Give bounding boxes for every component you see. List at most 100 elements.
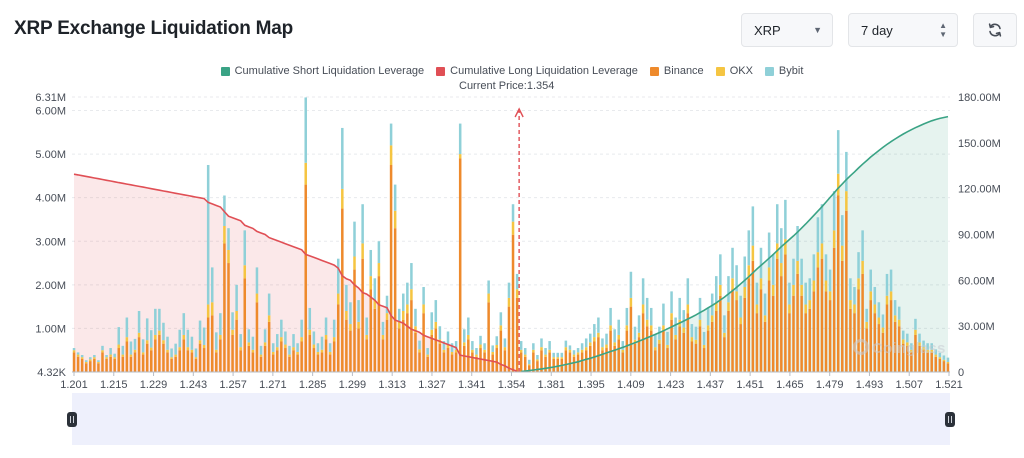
bar-binance	[341, 208, 344, 372]
long-cumulative-line	[73, 173, 518, 372]
bar-okx	[739, 317, 742, 325]
bar-binance	[910, 352, 913, 372]
bar-binance	[771, 295, 775, 372]
bar-okx	[836, 173, 840, 196]
bar-bybit	[836, 130, 840, 174]
bar-binance	[263, 345, 267, 372]
bar-okx	[361, 243, 364, 259]
bar-binance	[662, 330, 665, 372]
zoom-slider[interactable]	[67, 393, 955, 445]
x-tick-label: 1.243	[180, 379, 208, 390]
bar-binance	[674, 339, 677, 372]
bar-okx	[682, 327, 686, 333]
legend-label: Binance	[663, 65, 704, 77]
bar-okx	[422, 304, 425, 314]
bar-okx	[365, 334, 368, 340]
bar-bybit	[328, 343, 332, 352]
bar-binance	[454, 352, 458, 372]
bar-bybit	[397, 308, 401, 322]
bar-okx	[674, 334, 677, 340]
legend-long[interactable]: Cumulative Long Liquidation Leverage	[436, 65, 638, 77]
x-tick-label: 1.201	[60, 379, 88, 390]
bar-okx	[328, 351, 332, 355]
bar-bybit	[503, 338, 507, 348]
coin-select[interactable]: XRP ▼	[741, 13, 833, 47]
legend-bybit[interactable]: Bybit	[764, 65, 804, 77]
bar-okx	[893, 315, 897, 322]
bar-binance	[345, 319, 348, 372]
bar-bybit	[495, 336, 499, 345]
bar-bybit	[511, 204, 515, 222]
bar-binance	[727, 310, 730, 372]
bar-bybit	[491, 345, 494, 352]
x-tick-label: 1.381	[538, 379, 566, 390]
x-tick-label: 1.285	[299, 379, 327, 390]
current-price-arrow	[514, 107, 524, 118]
bar-okx	[125, 337, 129, 342]
slider-handle-left[interactable]	[67, 412, 77, 427]
legend-okx[interactable]: OKX	[715, 65, 753, 77]
slider-handle-right[interactable]	[945, 412, 955, 427]
bar-okx	[174, 354, 177, 357]
bar-okx	[572, 354, 576, 357]
bar-bybit	[881, 314, 885, 328]
bar-binance	[72, 352, 76, 372]
bar-okx	[389, 145, 393, 165]
bar-bybit	[426, 348, 429, 355]
bar-okx	[897, 319, 901, 327]
bar-binance	[414, 332, 417, 372]
bar-okx	[145, 340, 149, 344]
bar-okx	[597, 332, 600, 338]
bar-okx	[442, 349, 446, 353]
bar-okx	[308, 329, 312, 335]
bar-binance	[357, 328, 360, 372]
bar-bybit	[263, 329, 267, 343]
bar-binance	[145, 343, 149, 372]
bar-binance	[178, 350, 181, 372]
bar-okx	[288, 354, 291, 357]
bar-okx	[723, 332, 726, 338]
bar-bybit	[597, 317, 600, 333]
bar-bybit	[763, 293, 767, 316]
bar-bybit	[251, 336, 255, 350]
bar-bybit	[641, 278, 645, 305]
chevron-down-icon: ▼	[813, 25, 822, 35]
legend-label: Bybit	[778, 65, 804, 77]
bar-okx	[617, 334, 620, 340]
legend-short[interactable]: Cumulative Short Liquidation Leverage	[220, 65, 424, 77]
bar-bybit	[76, 352, 80, 355]
bar-binance	[804, 313, 807, 372]
bar-bybit	[617, 319, 620, 335]
bar-bybit	[365, 317, 368, 335]
bar-bybit	[446, 331, 450, 345]
bar-binance	[780, 276, 783, 372]
bar-binance	[76, 356, 80, 372]
bar-binance	[231, 334, 234, 372]
bar-bybit	[816, 217, 820, 253]
bar-bybit	[210, 267, 214, 303]
bar-bybit	[304, 97, 307, 163]
bar-okx	[190, 349, 194, 353]
bar-binance	[446, 348, 450, 372]
bar-bybit	[369, 249, 373, 277]
refresh-button[interactable]	[973, 13, 1017, 47]
bar-binance	[540, 350, 543, 372]
bar-okx	[89, 359, 92, 362]
bar-bybit	[133, 338, 137, 350]
bar-okx	[763, 315, 767, 322]
bar-bybit	[442, 341, 446, 350]
bar-binance	[438, 343, 442, 372]
x-tick-label: 1.327	[418, 379, 446, 390]
x-tick-label: 1.521	[935, 379, 963, 390]
bar-okx	[792, 284, 795, 296]
bar-binance	[393, 228, 397, 372]
range-select[interactable]: 7 day ▲ ▼	[848, 13, 958, 47]
bar-bybit	[487, 280, 490, 294]
bar-okx	[873, 304, 877, 314]
bar-okx	[877, 317, 881, 325]
legend-binance[interactable]: Binance	[649, 65, 704, 77]
bar-okx	[97, 361, 100, 364]
bar-okx	[434, 321, 438, 329]
bar-bybit	[174, 343, 177, 355]
bar-binance	[202, 348, 206, 372]
